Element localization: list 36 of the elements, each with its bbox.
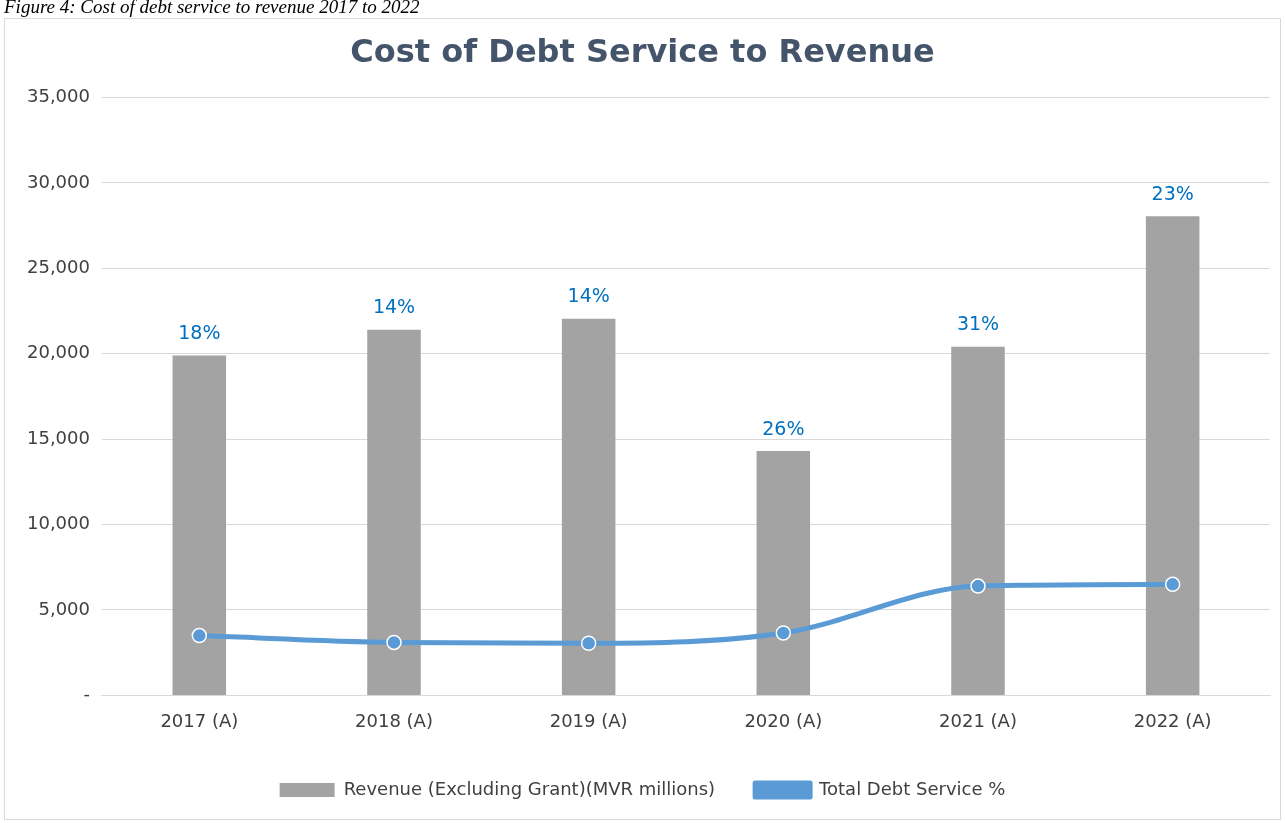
point xyxy=(775,625,792,641)
y-tick-label: 10,000 xyxy=(27,512,90,534)
legend-label: Total Debt Service % xyxy=(818,777,1006,799)
chart-title: Cost of Debt Service to Revenue xyxy=(350,31,935,70)
y-tick-label: 5,000 xyxy=(38,597,90,619)
annotation: 31% xyxy=(956,312,1000,335)
caption: Figure 4: Cost of debt service to revenue 2017 to 2022 xyxy=(4,0,420,17)
point xyxy=(386,634,402,651)
bar xyxy=(1145,216,1200,695)
bar xyxy=(951,346,1005,695)
annotation: 14% xyxy=(567,284,610,307)
x-tick-label: 2019 (A) xyxy=(549,709,628,731)
y-tick-label: 25,000 xyxy=(27,255,90,277)
legend-label: Revenue (Excluding Grant)(MVR millions) xyxy=(343,777,716,799)
y-tick-label: 15,000 xyxy=(27,426,90,448)
x-tick-label: 2021 (A) xyxy=(939,709,1017,731)
point xyxy=(1164,576,1181,593)
annotation: 23% xyxy=(1151,181,1194,204)
point xyxy=(191,627,208,644)
x-tick-label: 2017 (A) xyxy=(160,709,239,731)
x-tick-label: 2022 (A) xyxy=(1133,709,1212,731)
y-tick-label: - xyxy=(83,683,90,705)
bar xyxy=(561,318,616,695)
annotation: 26% xyxy=(762,416,805,439)
point xyxy=(580,635,597,652)
y-tick-label: 20,000 xyxy=(27,341,90,363)
point xyxy=(970,578,986,594)
y-tick-label: 35,000 xyxy=(27,85,90,107)
x-tick-label: 2020 (A) xyxy=(744,709,823,731)
bar xyxy=(756,451,811,695)
bar xyxy=(367,329,421,695)
x-tick-label: 2018 (A) xyxy=(355,709,433,731)
annotation: 18% xyxy=(178,320,221,343)
y-tick-label: 30,000 xyxy=(27,170,90,192)
bar xyxy=(172,355,227,695)
annotation: 14% xyxy=(372,295,416,318)
